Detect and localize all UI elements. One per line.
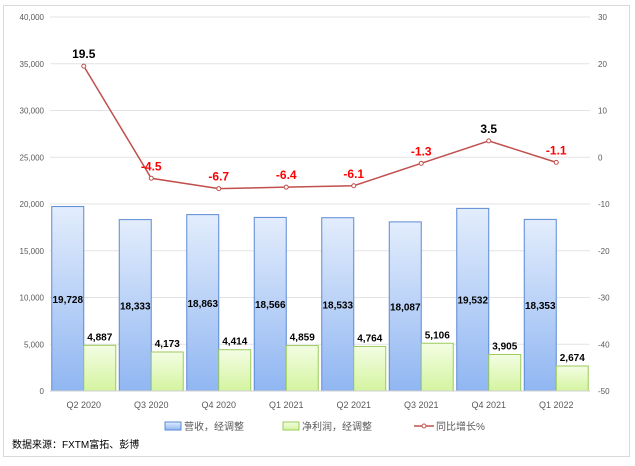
net-profit-data-label: 3,905	[492, 341, 517, 352]
growth-data-label: -6.1	[343, 167, 364, 181]
y-right-tick-label: -30	[598, 294, 610, 303]
revenue-bar	[388, 221, 422, 392]
y-left-tick-label: 15,000	[20, 247, 45, 256]
revenue-data-label: 19,532	[457, 296, 488, 307]
y-right-tick-label: 20	[598, 60, 607, 69]
net-profit-data-label: 4,764	[357, 333, 382, 344]
net-profit-bar	[353, 345, 387, 392]
revenue-data-label: 19,728	[52, 295, 83, 306]
growth-line	[83, 65, 557, 190]
growth-point	[283, 184, 289, 190]
growth-point	[216, 186, 222, 192]
y-right-tick-label: 10	[598, 107, 607, 116]
y-right-tick-label: 30	[598, 13, 607, 22]
net-profit-data-label: 4,887	[87, 332, 112, 343]
legend-revenue-swatch	[164, 421, 182, 431]
x-tick-label: Q1 2022	[539, 400, 574, 410]
growth-point	[81, 63, 87, 69]
net-profit-data-label: 4,414	[222, 337, 247, 348]
revenue-bar	[253, 216, 287, 392]
revenue-data-label: 18,533	[322, 300, 353, 311]
revenue-bar	[118, 219, 152, 392]
legend-net-profit-label: 净利润，经调整	[302, 420, 372, 433]
net-profit-data-label: 4,859	[290, 333, 315, 344]
revenue-data-label: 18,566	[255, 300, 286, 311]
revenue-data-label: 18,353	[525, 301, 556, 312]
growth-data-label: 3.5	[480, 122, 497, 136]
legend-net-profit-swatch	[282, 421, 300, 431]
growth-data-label: -1.1	[546, 143, 567, 157]
net-profit-bar	[488, 353, 522, 392]
revenue-data-label: 18,863	[187, 299, 218, 310]
y-right-tick-label: 0	[598, 153, 603, 162]
net-profit-bar	[150, 351, 184, 392]
x-tick-label: Q4 2021	[471, 400, 506, 410]
legend-growth-label: 同比增长%	[436, 420, 485, 433]
revenue-data-label: 18,333	[120, 301, 151, 312]
y-left-tick-label: 30,000	[20, 107, 45, 116]
y-right-tick-label: -10	[598, 200, 610, 209]
legend-growth-marker	[421, 423, 427, 429]
y-left-tick-label: 10,000	[20, 294, 45, 303]
net-profit-bar	[83, 344, 117, 392]
x-tick-label: Q1 2021	[269, 400, 304, 410]
growth-data-label: -1.3	[411, 144, 432, 158]
growth-point	[553, 159, 559, 165]
y-left-tick-label: 20,000	[20, 200, 45, 209]
revenue-data-label: 18,087	[390, 302, 421, 313]
revenue-bar	[321, 217, 355, 392]
y-left-tick-label: 40,000	[20, 13, 45, 22]
revenue-bar	[51, 206, 85, 392]
x-tick-label: Q3 2020	[134, 400, 169, 410]
x-tick-label: Q4 2020	[201, 400, 236, 410]
net-profit-bar	[555, 365, 589, 392]
source-note: 数据来源：FXTM富拓、彭博	[12, 440, 140, 451]
growth-data-label: 19.5	[72, 47, 96, 61]
y-left-tick-label: 5,000	[24, 340, 45, 349]
revenue-bar	[186, 214, 220, 392]
growth-point	[148, 175, 154, 181]
net-profit-bar	[218, 349, 252, 392]
y-left-tick-label: 35,000	[20, 60, 45, 69]
x-tick-label: Q2 2021	[336, 400, 371, 410]
y-right-tick-label: -50	[598, 387, 610, 396]
y-left-tick-label: 25,000	[20, 153, 45, 162]
net-profit-data-label: 2,674	[560, 353, 585, 364]
x-tick-label: Q3 2021	[404, 400, 439, 410]
x-tick-label: Q2 2020	[66, 400, 101, 410]
growth-point	[418, 160, 424, 166]
growth-point	[486, 138, 492, 144]
legend-revenue-label: 营收，经调整	[184, 420, 244, 433]
net-profit-data-label: 4,173	[155, 339, 180, 350]
y-right-tick-label: -40	[598, 340, 610, 349]
growth-data-label: -6.4	[276, 168, 297, 182]
chart-frame	[3, 5, 630, 457]
growth-data-label: -6.7	[208, 170, 229, 184]
growth-point	[351, 183, 357, 189]
net-profit-bar	[285, 345, 319, 392]
y-left-tick-label: 0	[40, 387, 45, 396]
net-profit-data-label: 5,106	[425, 330, 450, 341]
revenue-bar	[456, 207, 490, 392]
y-right-tick-label: -20	[598, 247, 610, 256]
growth-data-label: -4.5	[141, 159, 162, 173]
net-profit-bar	[420, 342, 454, 392]
